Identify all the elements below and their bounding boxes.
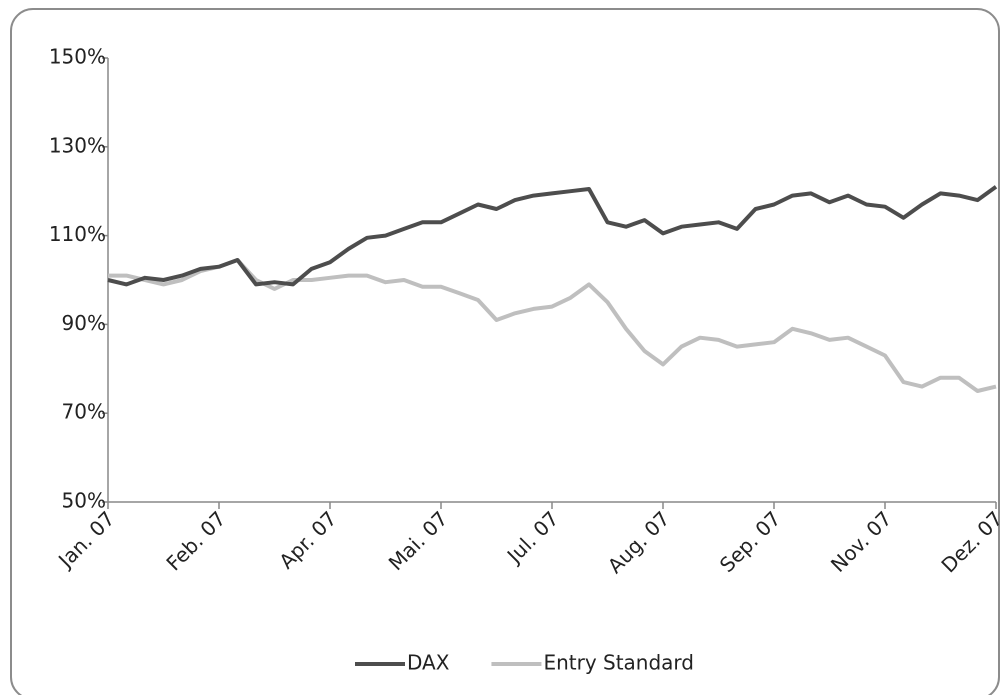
legend-label: Entry Standard: [543, 651, 694, 675]
y-tick-label: 150%: [49, 45, 106, 69]
legend-label: DAX: [407, 651, 450, 675]
y-tick-label: 110%: [49, 222, 106, 246]
y-tick-label: 70%: [62, 400, 106, 424]
y-tick-label: 50%: [62, 489, 106, 513]
series-line: [107, 185, 998, 287]
y-tick-label: 90%: [62, 311, 106, 335]
y-tick-label: 130%: [49, 133, 106, 157]
series-line: [108, 258, 997, 393]
chart-frame: [10, 8, 1000, 695]
